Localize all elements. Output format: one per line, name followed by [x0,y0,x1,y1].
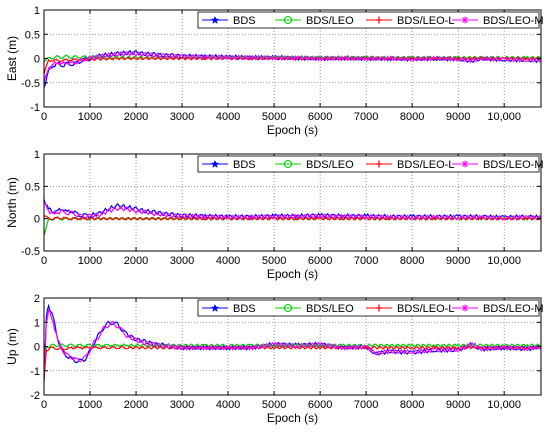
legend-label-bds-leo-l: BDS/LEO-L [397,15,454,27]
y-tick-label: 0 [34,214,40,226]
legend-marker-bds [210,15,220,25]
x-tick-label: 9000 [446,399,470,411]
x-tick-label: 1000 [78,255,102,267]
x-tick-label: 10,000 [487,255,521,267]
x-tick-label: 3000 [170,255,194,267]
y-tick-label: 2 [34,293,40,305]
x-tick-label: 10,000 [487,399,521,411]
x-tick-label: 3000 [170,111,194,123]
x-tick-label: 2000 [124,111,148,123]
legend: BDS BDS/LEO BDS/LEO-L BDS/LEO-M [197,299,544,317]
legend: BDS BDS/LEO BDS/LEO-L BDS/LEO-M [197,11,544,29]
legend-marker-bds-leo-m [461,304,469,312]
legend-marker-bds [210,159,220,169]
series-line-bds-leo-m [44,50,541,84]
legend-marker-bds-leo-m [461,160,469,168]
x-tick-label: 9000 [446,255,470,267]
legend-label-bds-leo: BDS/LEO [306,159,354,171]
x-axis-label: Epoch (s) [267,123,318,137]
y-axis-label: North (m) [5,177,19,228]
series-line-bds [44,199,541,221]
legend-label-bds-leo-m: BDS/LEO-M [483,303,544,315]
x-tick-label: 8000 [400,255,424,267]
series-line-bds-leo [44,343,541,372]
y-tick-label: 1 [34,317,40,329]
series-group [44,303,541,383]
y-tick-label: -1 [30,366,40,378]
x-tick-label: 2000 [124,255,148,267]
legend-marker-bds-leo-l [375,160,383,168]
legend-label-bds: BDS [233,15,256,27]
legend-label-bds-leo-m: BDS/LEO-M [483,159,544,171]
x-tick-label: 0 [41,111,47,123]
x-tick-label: 0 [41,255,47,267]
x-tick-label: 1000 [78,399,102,411]
y-axis-label: Up (m) [5,328,19,365]
y-tick-label: 1 [34,149,40,161]
y-tick-label: 1 [34,5,40,17]
x-tick-label: 4000 [216,111,240,123]
y-tick-label: -1 [30,102,40,114]
series-group [44,199,541,236]
legend-marker-bds-leo [284,160,292,168]
x-tick-label: 7000 [354,255,378,267]
legend: BDS BDS/LEO BDS/LEO-L BDS/LEO-M [197,155,544,173]
legend-label-bds-leo-m: BDS/LEO-M [483,15,544,27]
legend-marker-bds [210,303,220,313]
series-line-bds-leo-m [44,308,541,376]
subplot-3: 0 1000 2000 3000 4000 5000 6000 7000 8000 9000 10,… [5,293,544,425]
series-line-bds-leo-l [44,345,541,380]
subplot-1: 0 1000 2000 3000 4000 5000 6000 7000 8000 9000 10,… [5,5,544,137]
x-tick-label: 7000 [354,111,378,123]
x-tick-label: 4000 [216,255,240,267]
x-tick-label: 10,000 [487,111,521,123]
y-tick-label: -2 [30,390,40,402]
x-tick-label: 6000 [308,255,332,267]
legend-label-bds: BDS [233,303,256,315]
series-group [44,49,541,88]
legend-marker-bds-leo [284,304,292,312]
y-tick-label: -0.5 [21,246,40,258]
legend-label-bds-leo: BDS/LEO [306,303,354,315]
legend-marker-bds-leo [284,16,292,24]
legend-label-bds: BDS [233,159,256,171]
x-axis-label: Epoch (s) [267,267,318,281]
axes-frame [43,153,542,252]
legend-label-bds-leo: BDS/LEO [306,15,354,27]
series-line-bds-leo-m [44,202,541,221]
x-tick-label: 4000 [216,399,240,411]
x-tick-label: 0 [41,399,47,411]
x-tick-label: 9000 [446,111,470,123]
x-tick-label: 5000 [262,111,286,123]
x-axis-label: Epoch (s) [267,411,318,425]
x-tick-label: 3000 [170,399,194,411]
legend-marker-bds-leo-m [461,16,469,24]
x-tick-label: 8000 [400,399,424,411]
y-tick-label: 0.5 [25,29,40,41]
x-tick-label: 7000 [354,399,378,411]
x-tick-label: 6000 [308,399,332,411]
x-tick-label: 1000 [78,111,102,123]
x-tick-label: 2000 [124,399,148,411]
x-tick-label: 5000 [262,399,286,411]
x-tick-label: 6000 [308,111,332,123]
y-tick-label: 0.5 [25,181,40,193]
y-tick-label: -0.5 [21,78,40,90]
legend-label-bds-leo-l: BDS/LEO-L [397,303,454,315]
x-tick-label: 5000 [262,255,286,267]
y-tick-label: 0 [34,342,40,354]
y-tick-label: 0 [34,54,40,66]
legend-label-bds-leo-l: BDS/LEO-L [397,159,454,171]
y-axis-label: East (m) [5,36,19,81]
x-tick-label: 8000 [400,111,424,123]
subplot-2: 0 1000 2000 3000 4000 5000 6000 7000 8000 9000 10,… [5,149,544,281]
legend-marker-bds-leo-l [375,16,383,24]
legend-marker-bds-leo-l [375,304,383,312]
